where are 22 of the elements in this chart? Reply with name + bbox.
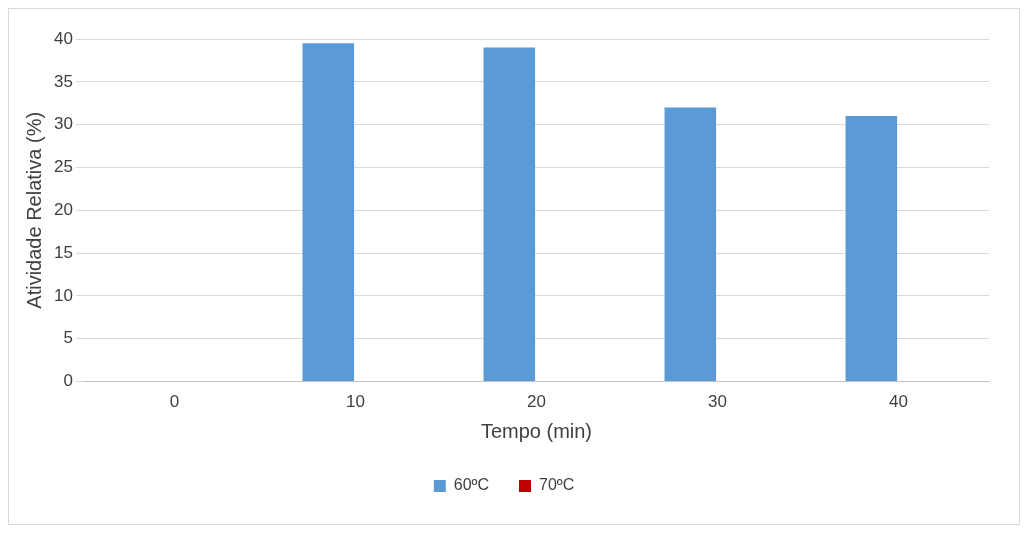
bar bbox=[483, 47, 536, 382]
y-tick-label: 30 bbox=[53, 114, 73, 134]
x-tick-label: 0 bbox=[169, 392, 180, 412]
bar bbox=[302, 43, 355, 382]
y-tick-label: 15 bbox=[53, 242, 73, 262]
y-axis-title: Atividade Relativa (%) bbox=[22, 111, 45, 309]
bar bbox=[664, 107, 717, 382]
legend-label: 70ºC bbox=[539, 476, 575, 494]
y-tick-label: 5 bbox=[63, 328, 73, 348]
y-tick-label: 10 bbox=[53, 285, 73, 305]
x-tick-label: 10 bbox=[345, 392, 365, 412]
y-tick-label: 0 bbox=[63, 371, 73, 391]
x-tick-label: 30 bbox=[708, 392, 727, 412]
y-tick-label: 40 bbox=[53, 28, 73, 48]
bar bbox=[845, 116, 898, 382]
x-tick-label: 20 bbox=[526, 392, 546, 412]
x-tick-label: 40 bbox=[889, 392, 908, 412]
y-tick-label: 20 bbox=[53, 199, 73, 219]
x-axis-title: Tempo (min) bbox=[480, 419, 593, 442]
y-tick-label: 35 bbox=[53, 71, 73, 91]
y-tick-label: 25 bbox=[53, 157, 73, 177]
legend-label: 60ºC bbox=[453, 476, 490, 494]
